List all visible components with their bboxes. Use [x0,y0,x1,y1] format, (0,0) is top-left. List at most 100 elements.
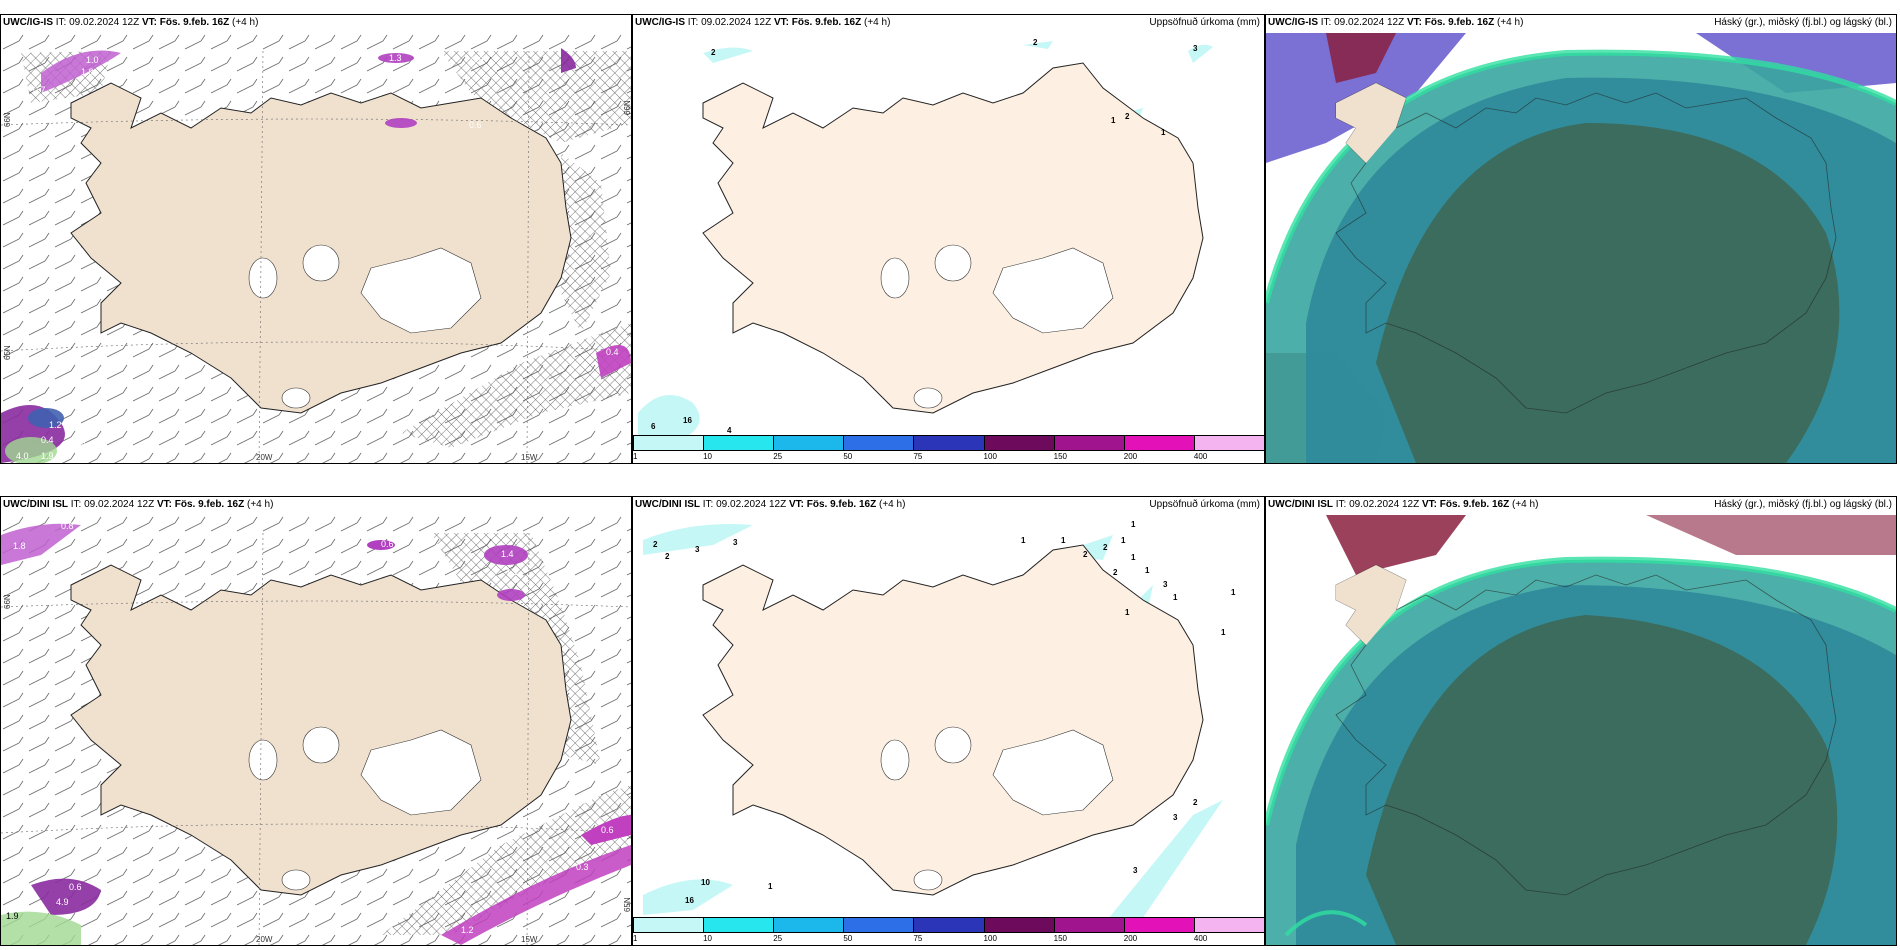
legend-tick-label: 50 [843,934,853,943]
precip-label: 4 [727,426,732,435]
vt-value: Fös. 9.feb. 16Z [1424,17,1495,28]
legend-tick-label: 75 [913,452,923,461]
precip-label: 2 [1033,38,1038,47]
legend-swatch [983,435,1055,451]
vt-label: VT: [156,499,172,510]
model-name: UWC/IG-IS [3,17,53,28]
precip-label: 1 [1131,520,1136,529]
legend-tick-label: 100 [983,934,997,943]
precip-map-svg: 2 2 3 3 1 1 2 2 1 1 1 2 1 3 1 1 1 1 10 1… [643,520,1236,925]
precip-label: 1 [1111,116,1116,125]
precip-label: 3 [1173,813,1178,822]
legend-swatch [1053,435,1125,451]
precip-label: 16 [683,416,692,425]
legend-tick-label: 150 [1053,452,1068,461]
precip-label: 2 [1083,550,1088,559]
it-label: IT: [55,17,67,28]
precip-title: Uppsöfnuð úrkoma (mm) [1149,17,1260,28]
legend-swatch [1053,917,1125,933]
lat-label: 65N [623,897,632,912]
it-value: 09.02.2024 12Z [716,499,787,510]
legend-swatch [913,917,985,933]
legend-swatch [1123,917,1195,933]
wind-value: 1.0 [86,55,99,65]
legend-tick-label: 200 [1123,934,1138,943]
legend-tick-label: 1 [633,934,638,943]
it-label: IT: [702,499,714,510]
precip-title: Uppsöfnuð úrkoma (mm) [1149,499,1260,510]
wind-map-svg: 0.8 1.8 0.6 1.4 1.1 0.6 0.3 0.6 4.9 1.9 … [1,515,631,945]
wind-value: 0.3 [576,862,589,872]
it-value: 09.02.2024 12Z [1349,499,1420,510]
legend-swatch [843,917,915,933]
precip-label: 2 [1113,568,1118,577]
cloud-title: Háský (gr.), miðský (fj.bl.) og lágský (… [1714,17,1892,28]
it-value: 09.02.2024 12Z [1334,17,1405,28]
it-value: 09.02.2024 12Z [701,17,772,28]
precip-label: 1 [1021,536,1026,545]
precip-label: 1 [1125,608,1130,617]
panel-header: UWC/DINI ISL IT: 09.02.2024 12Z VT: Fös.… [635,499,905,510]
wind-value: 0.3 [73,437,86,447]
cloud-map-panel-bottom: UWC/DINI ISL IT: 09.02.2024 12Z VT: Fös.… [1265,496,1897,946]
vt-value: Fös. 9.feb. 16Z [1439,499,1510,510]
lat-label: 66N [623,100,632,115]
legend-tick-label: 25 [773,934,783,943]
legend-swatch [1193,435,1264,451]
iceland-outline [1335,82,1837,414]
wind-value: 1.0 [81,67,94,77]
wind-value: 1.8 [13,541,26,551]
legend-swatch [633,917,705,933]
precip-map-panel-bottom: UWC/DINI ISL IT: 09.02.2024 12Z VT: Fös.… [632,496,1265,946]
legend-tick-label: 400 [1193,934,1208,943]
vt-label: VT: [773,17,789,28]
iceland-land [702,544,1204,896]
precip-label: 2 [1103,543,1108,552]
precip-label: 1 [1121,536,1126,545]
lead-time: (+4 h) [247,499,274,510]
wind-map-svg: 1.0 1.0 0.7 1.3 0.9 0.6 0.4 1.2 0.4 0.3 … [1,33,631,463]
wind-value: 1.3 [389,53,402,63]
lat-label: 65N [3,345,12,360]
legend-tick-label: 1 [633,452,638,461]
legend-tick-label: 75 [913,934,923,943]
model-name: UWC/DINI ISL [635,499,700,510]
legend-swatch [843,435,915,451]
cloud-title: Háský (gr.), miðský (fj.bl.) og lágský (… [1714,499,1892,510]
legend-swatch [1193,917,1264,933]
model-name: UWC/DINI ISL [3,499,68,510]
legend-tick-label: 150 [1053,934,1068,943]
wind-value: 0.6 [381,539,394,549]
vt-label: VT: [1406,17,1422,28]
precip-label: 16 [685,896,694,905]
precip-label: 2 [1125,112,1130,121]
precip-label: 10 [701,878,710,887]
it-label: IT: [1335,499,1347,510]
precip-legend: 1 10 25 50 75 100 150 200 400 [633,435,1264,461]
wind-value: 1.3 [73,449,86,459]
precip-label: 3 [1193,44,1198,53]
wind-value: 0.9 [471,55,484,65]
lon-label: 20W [256,453,273,462]
wind-value: 4.9 [56,897,69,907]
wind-value: 0.6 [601,825,614,835]
precip-label: 1 [1145,566,1150,575]
precip-label: 1 [1221,628,1226,637]
lon-label: 15W [521,453,538,462]
precip-map-svg: 2 2 3 1 2 1 16 6 4 [638,38,1213,443]
lon-label: 15W [521,935,538,944]
cloud-map-panel-top: UWC/IG-IS IT: 09.02.2024 12Z VT: Fös. 9.… [1265,14,1897,464]
vt-value: Fös. 9.feb. 16Z [159,17,230,28]
lat-label: 66N [3,112,12,127]
wind-map-panel-bottom: UWC/DINI ISL IT: 09.02.2024 12Z VT: Fös.… [0,496,632,946]
lead-time: (+4 h) [1497,17,1524,28]
legend-swatch [633,435,705,451]
cloud-map-svg [1266,33,1896,463]
model-name: UWC/IG-IS [1268,17,1318,28]
legend-tick-label: 10 [703,934,713,943]
iceland-outline [1335,564,1837,896]
wind-value: 0.4 [606,347,619,357]
precip-label: 3 [733,538,738,547]
legend-swatch [703,917,775,933]
panel-header: UWC/IG-IS IT: 09.02.2024 12Z VT: Fös. 9.… [1268,17,1523,28]
